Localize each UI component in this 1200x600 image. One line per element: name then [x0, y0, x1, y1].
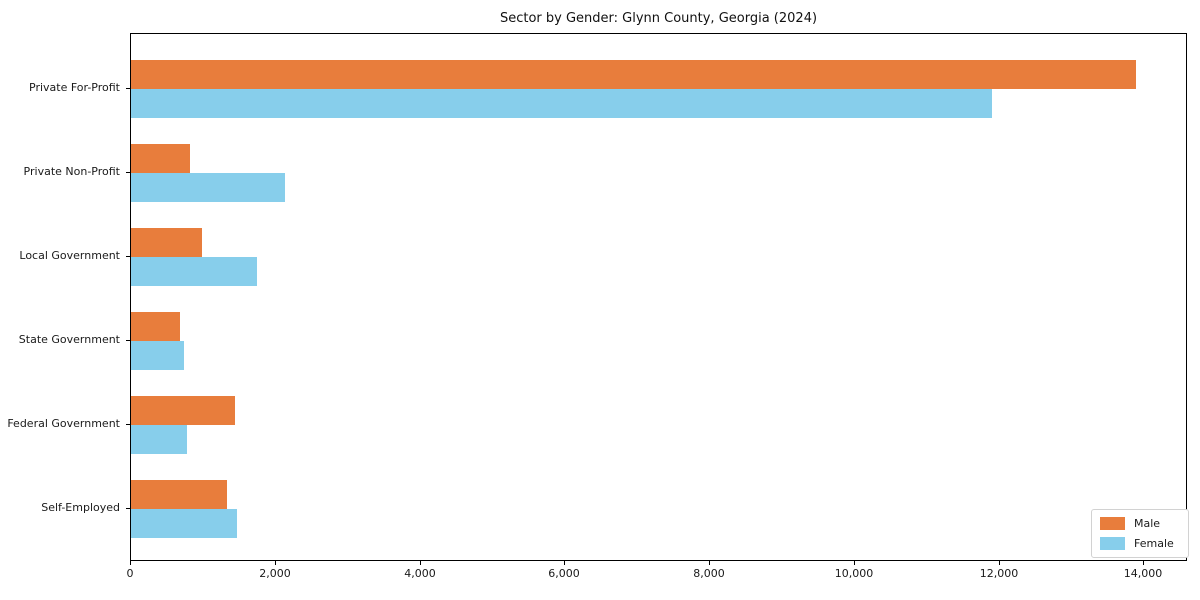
- y-tick-mark: [126, 172, 130, 173]
- x-tick-mark: [709, 561, 710, 565]
- x-tick-mark: [1143, 561, 1144, 565]
- x-tick-mark: [564, 561, 565, 565]
- y-tick-mark: [126, 340, 130, 341]
- x-tick-label-6: 12,000: [979, 567, 1019, 580]
- x-tick-label-4: 8,000: [693, 567, 725, 580]
- x-tick-mark: [275, 561, 276, 565]
- bar-female-0: [131, 89, 992, 118]
- bar-male-4: [131, 396, 235, 425]
- x-tick-mark: [130, 561, 131, 565]
- x-tick-label-3: 6,000: [548, 567, 580, 580]
- legend-item-male: Male: [1100, 517, 1179, 530]
- bar-female-4: [131, 425, 187, 454]
- x-tick-label-1: 2,000: [259, 567, 291, 580]
- female-series-swatch: [1100, 537, 1125, 550]
- legend: Male Female: [1091, 509, 1189, 558]
- legend-item-female: Female: [1100, 537, 1179, 550]
- bar-male-3: [131, 312, 180, 341]
- y-tick-label-0: Private For-Profit: [29, 81, 120, 94]
- x-tick-label-0: 0: [126, 567, 134, 580]
- y-tick-label-5: Self-Employed: [41, 501, 120, 514]
- x-tick-label-7: 14,000: [1123, 567, 1163, 580]
- bar-male-0: [131, 60, 1136, 89]
- plot-area: Male Female: [130, 33, 1189, 561]
- x-tick-mark: [999, 561, 1000, 565]
- bar-male-2: [131, 228, 202, 257]
- y-tick-mark: [126, 508, 130, 509]
- y-tick-label-3: State Government: [18, 333, 120, 346]
- male-series-swatch: [1100, 517, 1125, 530]
- y-tick-mark: [126, 256, 130, 257]
- bar-female-3: [131, 341, 184, 370]
- legend-label-male: Male: [1134, 517, 1161, 530]
- bar-female-1: [131, 173, 285, 202]
- chart-title: Sector by Gender: Glynn County, Georgia …: [499, 11, 818, 26]
- y-tick-label-4: Federal Government: [7, 417, 120, 430]
- x-tick-mark: [420, 561, 421, 565]
- legend-label-female: Female: [1134, 537, 1174, 550]
- bar-male-1: [131, 144, 190, 173]
- y-tick-mark: [126, 424, 130, 425]
- bar-female-2: [131, 257, 257, 286]
- y-tick-label-2: Local Government: [19, 249, 120, 262]
- x-tick-label-2: 4,000: [404, 567, 436, 580]
- bar-female-5: [131, 509, 237, 538]
- x-tick-mark: [854, 561, 855, 565]
- bar-male-5: [131, 480, 227, 509]
- x-tick-label-5: 10,000: [834, 567, 874, 580]
- y-tick-label-1: Private Non-Profit: [23, 165, 120, 178]
- y-tick-mark: [126, 88, 130, 89]
